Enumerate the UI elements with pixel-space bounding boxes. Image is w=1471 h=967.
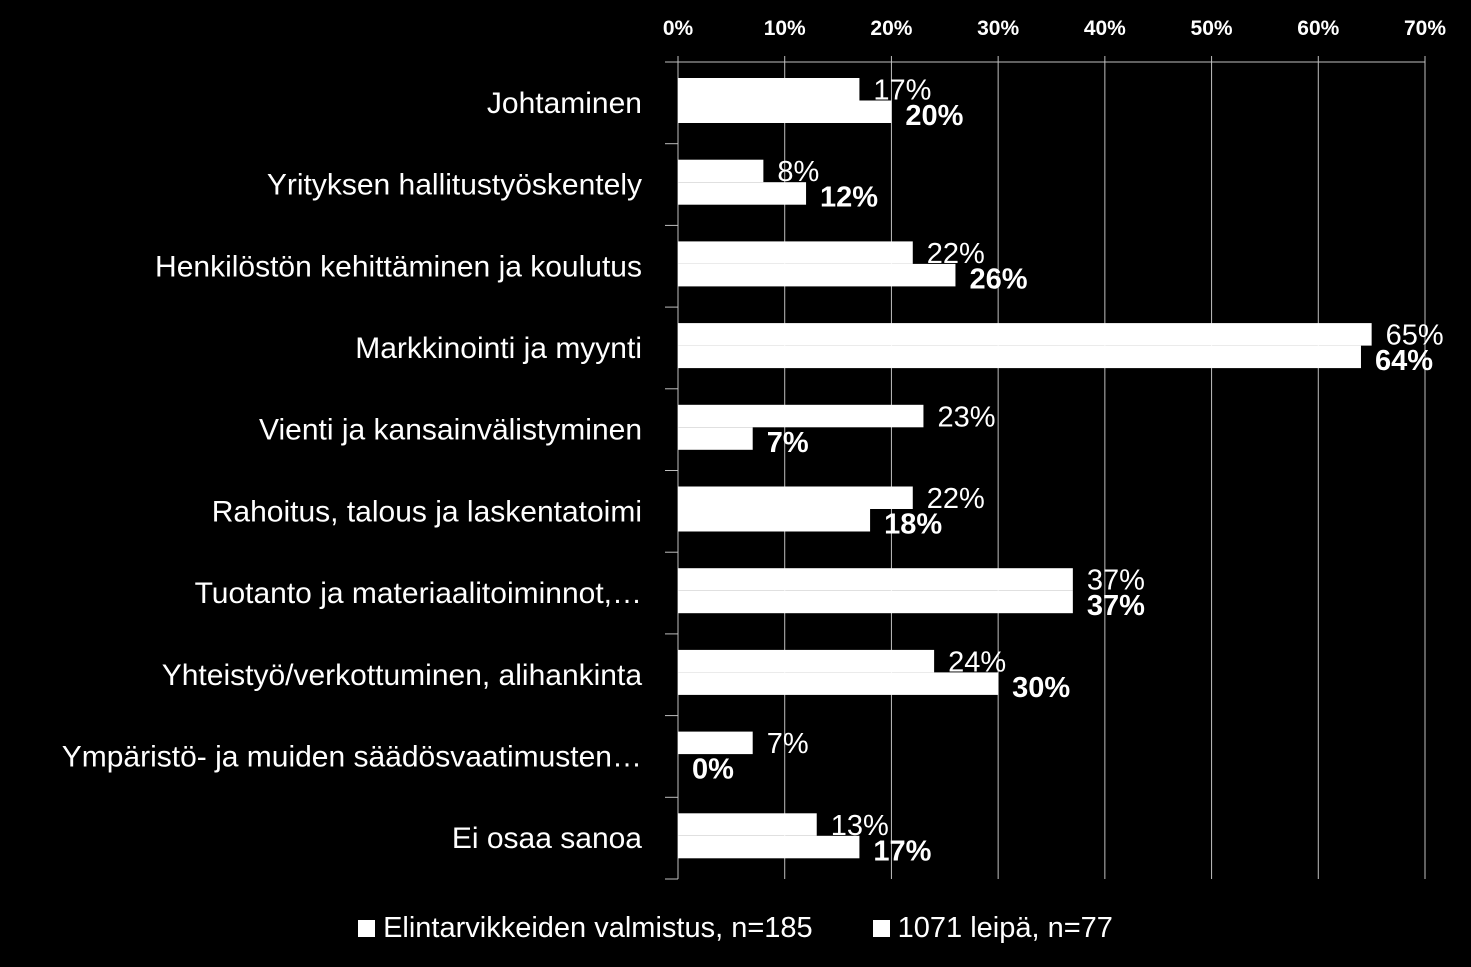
data-label-series-1-4: 23%	[937, 401, 995, 433]
data-label-series-2-0: 20%	[905, 100, 963, 132]
category-label-6: Tuotanto ja materiaalitoiminnot,…	[195, 577, 642, 610]
x-tick-label-2: 20%	[870, 17, 912, 40]
data-label-series-2-6: 37%	[1087, 590, 1145, 622]
category-label-5: Rahoitus, talous ja laskentatoimi	[212, 495, 642, 528]
x-tick-label-6: 60%	[1297, 17, 1339, 40]
data-label-series-2-8: 0%	[692, 754, 734, 786]
bar-series-2-9	[678, 835, 860, 859]
bar-series-2-2	[678, 263, 956, 287]
legend-item-series-1: Elintarvikkeiden valmistus, n=185	[358, 912, 813, 945]
data-label-series-1-8: 7%	[767, 728, 809, 760]
bar-series-1-5	[678, 486, 913, 509]
x-tick-label-0: 0%	[663, 17, 694, 40]
bar-series-1-6	[678, 568, 1073, 591]
bar-series-1-9	[678, 813, 817, 836]
category-label-4: Vienti ja kansainvälistyminen	[259, 414, 642, 447]
category-label-9: Ei osaa sanoa	[452, 822, 642, 855]
data-label-series-2-3: 64%	[1375, 345, 1433, 377]
bar-series-2-5	[678, 509, 871, 532]
bar-series-2-4	[678, 427, 753, 450]
legend-swatch-series-1	[358, 919, 376, 937]
bar-series-2-7	[678, 672, 999, 695]
legend-label-series-2: 1071 leipä, n=77	[897, 911, 1113, 944]
bar-series-1-8	[678, 731, 753, 755]
data-label-series-2-4: 7%	[767, 427, 809, 459]
data-label-series-2-2: 26%	[969, 263, 1027, 295]
chart-legend: Elintarvikkeiden valmistus, n=185 1071 l…	[0, 908, 1471, 948]
x-tick-label-7: 70%	[1404, 17, 1446, 40]
bar-series-1-3	[678, 323, 1372, 346]
data-label-series-1-5: 22%	[927, 483, 985, 515]
legend-item-series-2: 1071 leipä, n=77	[872, 911, 1113, 945]
category-label-2: Henkilöstön kehittäminen ja koulutus	[155, 250, 642, 283]
legend-label-series-1: Elintarvikkeiden valmistus, n=185	[383, 911, 813, 944]
x-tick-label-4: 40%	[1084, 17, 1126, 40]
category-label-1: Yrityksen hallitustyöskentely	[267, 169, 642, 202]
bar-series-2-6	[678, 590, 1073, 614]
bar-series-1-2	[678, 241, 913, 264]
x-tick-label-3: 30%	[977, 17, 1019, 40]
bar-series-1-1	[678, 159, 764, 183]
legend-swatch-series-2	[872, 919, 890, 937]
bar-series-2-1	[678, 182, 807, 205]
data-label-series-2-1: 12%	[820, 182, 878, 214]
category-label-8: Ympäristö- ja muiden säädösvaatimusten…	[62, 740, 642, 773]
data-label-series-2-7: 30%	[1012, 672, 1070, 704]
data-label-series-2-9: 17%	[873, 835, 931, 867]
category-label-0: Johtaminen	[487, 87, 642, 120]
category-label-3: Markkinointi ja myynti	[355, 332, 642, 365]
x-tick-label-5: 50%	[1191, 17, 1233, 40]
x-tick-label-1: 10%	[764, 17, 806, 40]
bar-series-1-0	[678, 78, 860, 101]
bar-series-1-4	[678, 404, 924, 428]
data-label-series-2-5: 18%	[884, 509, 942, 541]
category-label-7: Yhteistyö/verkottuminen, alihankinta	[162, 659, 643, 692]
bar-series-2-3	[678, 345, 1361, 369]
bar-series-2-0	[678, 100, 892, 123]
data-label-series-1-6: 37%	[1087, 565, 1145, 597]
bar-series-1-7	[678, 649, 935, 673]
data-label-series-1-3: 65%	[1386, 320, 1444, 352]
